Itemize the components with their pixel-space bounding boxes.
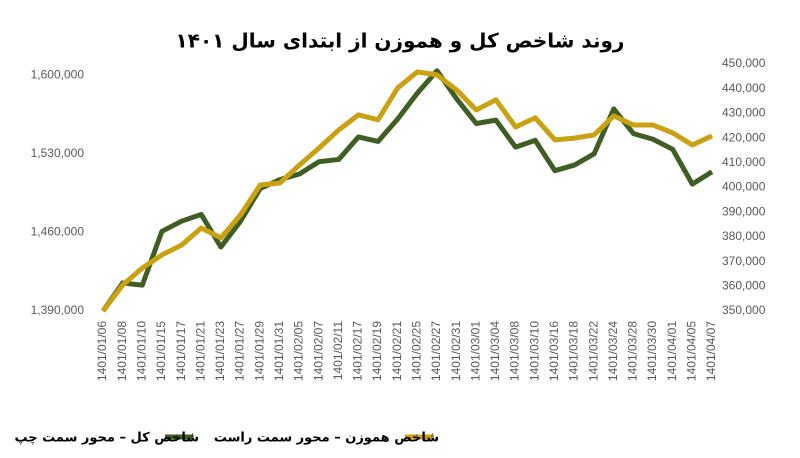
x-tick-label: 1401/01/15 [154, 321, 168, 381]
x-tick-label: 1401/04/07 [704, 321, 718, 381]
y2-tick-label: 350,000 [722, 303, 766, 317]
y2-tick-label: 440,000 [722, 81, 766, 95]
x-tick-label: 1401/03/16 [547, 321, 561, 381]
x-tick-label: 1401/01/21 [193, 321, 207, 381]
x-tick-label: 1401/02/27 [429, 321, 443, 381]
x-tick-label: 1401/03/30 [645, 321, 659, 381]
y2-tick-label: 410,000 [722, 155, 766, 169]
y-tick-label: 1,460,000 [31, 225, 85, 239]
x-tick-label: 1401/03/10 [527, 321, 541, 381]
legend-label: شاخص هموزن – محور سمت راست [214, 431, 439, 446]
x-tick-label: 1401/03/28 [626, 321, 640, 381]
y-tick-label: 1,530,000 [31, 146, 85, 160]
series-line [101, 69, 714, 313]
x-tick-label: 1401/02/05 [292, 321, 306, 381]
x-tick-label: 1401/03/18 [567, 321, 581, 381]
x-tick-label: 1401/04/01 [665, 321, 679, 381]
x-tick-label: 1401/04/05 [685, 321, 699, 381]
x-tick-label: 1401/01/17 [174, 321, 188, 381]
x-tick-label: 1401/03/22 [586, 321, 600, 381]
y2-tick-label: 400,000 [722, 180, 766, 194]
x-tick-label: 1401/02/17 [351, 321, 365, 381]
y-tick-label: 1,600,000 [31, 67, 85, 81]
x-tick-label: 1401/01/27 [233, 321, 247, 381]
x-tick-label: 1401/01/29 [252, 321, 266, 381]
x-tick-label: 1401/02/07 [311, 321, 325, 381]
y2-tick-label: 380,000 [722, 229, 766, 243]
legend-label: شاخص کل – محور سمت چپ [14, 431, 199, 446]
x-tick-label: 1401/03/01 [468, 321, 482, 381]
x-tick-label: 1401/01/31 [272, 321, 286, 381]
x-tick-label: 1401/02/31 [449, 321, 463, 381]
y2-tick-label: 420,000 [722, 130, 766, 144]
x-tick-label: 1401/02/11 [331, 321, 345, 380]
x-tick-label: 1401/01/08 [115, 321, 129, 381]
x-tick-label: 1401/03/24 [606, 321, 620, 381]
y2-tick-label: 450,000 [722, 56, 766, 70]
x-tick-label: 1401/01/23 [213, 321, 227, 381]
y2-tick-label: 370,000 [722, 254, 766, 268]
chart-title: روند شاخص کل و هموزن از ابتدای سال ۱۴۰۱ [176, 29, 625, 53]
x-tick-label: 1401/01/06 [95, 321, 109, 381]
x-tick-label: 1401/02/21 [390, 321, 404, 381]
x-tick-label: 1401/02/19 [370, 321, 384, 381]
y2-tick-label: 430,000 [722, 106, 766, 120]
y2-tick-label: 390,000 [722, 204, 766, 218]
y2-tick-label: 360,000 [722, 278, 766, 292]
series-line [100, 68, 714, 313]
x-tick-label: 1401/03/04 [488, 321, 502, 381]
x-tick-label: 1401/03/08 [508, 321, 522, 381]
y-tick-label: 1,390,000 [31, 303, 85, 317]
x-tick-label: 1401/02/25 [409, 321, 423, 381]
x-tick-label: 1401/01/10 [134, 321, 148, 381]
